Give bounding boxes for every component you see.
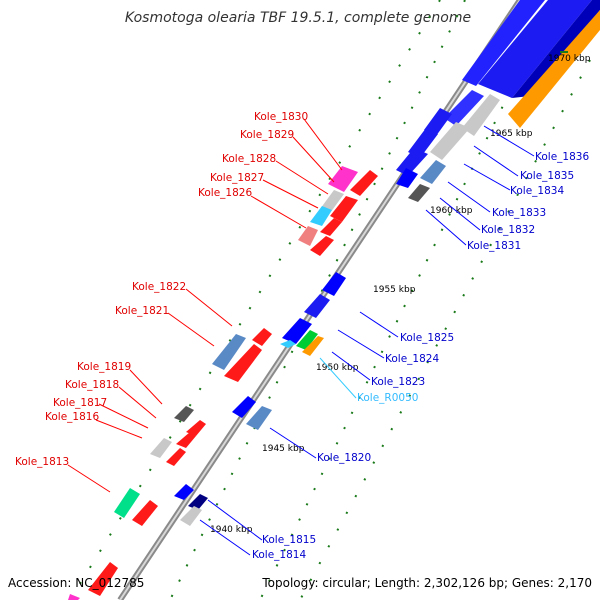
gene-label: Kole_1821 <box>115 305 169 317</box>
gene-label: Kole_1834 <box>510 185 564 197</box>
map-title: Kosmotoga olearia TBF 19.5.1, complete g… <box>125 10 471 26</box>
gene-label: Kole_1826 <box>198 187 252 199</box>
rna-label: Kole_R0050 <box>357 392 418 404</box>
gene-label: Kole_1835 <box>520 170 574 182</box>
gene-label: Kole_1832 <box>481 224 535 236</box>
tick-label: 1945 kbp <box>262 444 305 454</box>
right-leader-lines <box>199 125 535 556</box>
topology-text: Topology: circular; Length: 2,302,126 bp… <box>261 576 592 590</box>
gene-label: Kole_1830 <box>254 111 308 123</box>
tick-label: 1955 kbp <box>373 285 416 295</box>
mid-strand-features <box>174 272 346 526</box>
left-leader-lines <box>67 118 343 493</box>
gene-label: Kole_1822 <box>132 281 186 293</box>
kbp-ticks: 1970 kbp 1965 kbp 1960 kbp 1955 kbp 1950… <box>210 51 591 535</box>
gene-label: Kole_1820 <box>317 452 371 464</box>
tick-label: 1940 kbp <box>210 525 253 535</box>
gene-label: Kole_1831 <box>467 240 521 252</box>
gene-label: Kole_1833 <box>492 207 546 219</box>
gene-label: Kole_1829 <box>240 129 294 141</box>
inner-strand-features <box>68 166 378 600</box>
outer-strand-features <box>396 0 600 202</box>
accession-text: Accession: NC_012785 <box>8 576 144 590</box>
gene-label: Kole_1814 <box>252 549 306 561</box>
gene-label: Kole_1825 <box>400 332 454 344</box>
tick-label: 1960 kbp <box>430 206 473 216</box>
gene-label: Kole_1824 <box>385 353 439 365</box>
gene-label: Kole_1818 <box>65 379 119 391</box>
gene-label: Kole_1827 <box>210 172 264 184</box>
tick-label: 1965 kbp <box>490 129 533 139</box>
gene-label: Kole_1816 <box>45 411 99 423</box>
gene-label: Kole_1813 <box>15 456 69 468</box>
gene-label: Kole_1823 <box>371 376 425 388</box>
gene-label: Kole_1836 <box>535 151 589 163</box>
left-gene-labels: Kole_1830 Kole_1829 Kole_1828 Kole_1827 … <box>15 111 308 468</box>
gene-label: Kole_1828 <box>222 153 276 165</box>
right-gene-labels: Kole_1836 Kole_1835 Kole_1834 Kole_1833 … <box>252 151 589 561</box>
tick-label: 1970 kbp <box>548 54 591 64</box>
gene-label: Kole_1817 <box>53 397 107 409</box>
gene-label: Kole_1819 <box>77 361 131 373</box>
gene-label: Kole_1815 <box>262 534 316 546</box>
tick-label: 1950 kbp <box>316 363 359 373</box>
